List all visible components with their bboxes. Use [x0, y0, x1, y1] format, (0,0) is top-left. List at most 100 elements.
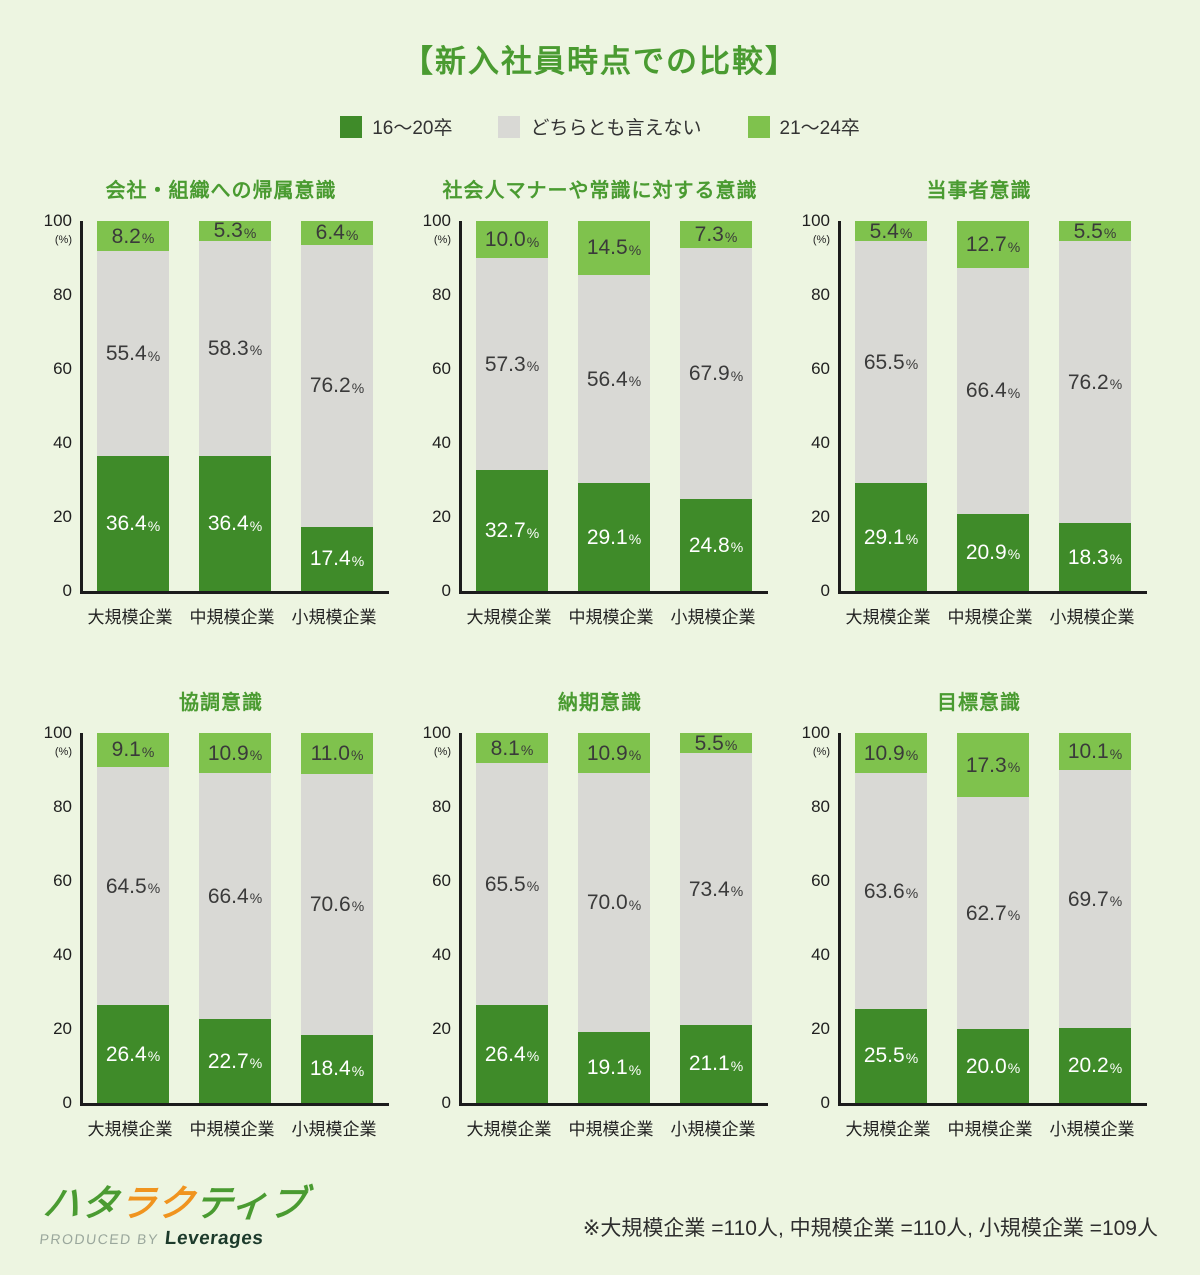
y-unit-label: (%): [54, 746, 72, 758]
bar-segment: 6.4%: [301, 221, 373, 245]
bar-segment: 10.9%: [199, 733, 271, 774]
segment-value-label: 26.4%: [105, 1042, 161, 1066]
bar-segment: 20.2%: [1059, 1028, 1131, 1103]
segment-value-label: 73.4%: [688, 877, 744, 901]
bar-segment: 36.4%: [97, 456, 169, 591]
y-tick-label: 20: [811, 507, 830, 526]
segment-value-label: 56.4%: [586, 367, 642, 391]
charts-grid: 会社・組織への帰属意識 0 20 40 60 80 100 (%) 36.4% 55.4% 8.…: [0, 174, 1200, 1140]
y-tick-label: 20: [53, 507, 72, 526]
y-tick-label: 40: [53, 433, 72, 452]
bar-segment: 29.1%: [855, 483, 927, 591]
y-tick-label: 20: [811, 1019, 830, 1038]
segment-value-label: 36.4%: [105, 512, 161, 536]
bar-segment: 20.9%: [957, 513, 1029, 591]
header: 【新入社員時点での比較】: [0, 0, 1200, 81]
segment-value-label: 66.4%: [965, 379, 1021, 403]
y-tick-label: 60: [53, 359, 72, 378]
segment-value-label: 6.4%: [315, 221, 359, 245]
plot-area: 26.4% 65.5% 8.1% 19.1% 70.0% 10.9% 21.1% 73.4% 5…: [459, 733, 768, 1106]
chart-title: 納期意識: [558, 692, 642, 714]
segment-value-label: 57.3%: [484, 352, 540, 376]
y-tick-label: 40: [432, 433, 451, 452]
y-tick-label: 80: [811, 797, 830, 816]
stacked-bar: 25.5% 63.6% 10.9%: [855, 733, 927, 1103]
plot-area: 29.1% 65.5% 5.4% 20.9% 66.4% 12.7% 18.3% 76.2% 5…: [838, 221, 1147, 594]
stacked-bar: 26.4% 65.5% 8.1%: [476, 733, 548, 1103]
segment-value-label: 17.3%: [965, 753, 1021, 777]
y-unit-label: (%): [433, 234, 451, 246]
segment-value-label: 64.5%: [105, 874, 161, 898]
y-tick-label: 20: [432, 1019, 451, 1038]
y-tick-label: 80: [432, 797, 451, 816]
segment-value-label: 9.1%: [111, 738, 155, 762]
segment-value-label: 10.9%: [863, 741, 919, 765]
y-axis: 0 20 40 60 80 100 (%): [419, 723, 453, 1112]
segment-value-label: 5.5%: [694, 731, 738, 755]
bar-segment: 36.4%: [199, 456, 271, 591]
segment-value-label: 32.7%: [484, 519, 540, 542]
bar-segment: 14.5%: [578, 221, 650, 275]
brand-character: ク: [155, 1183, 198, 1224]
y-tick-label: 0: [441, 581, 451, 600]
plot-area: 32.7% 57.3% 10.0% 29.1% 56.4% 14.5% 24.8% 67.9%…: [459, 221, 768, 594]
category-label: 小規模企業: [291, 1120, 377, 1139]
chart-title: 社会人マナーや常識に対する意識: [442, 180, 758, 202]
segment-value-label: 18.3%: [1067, 545, 1123, 569]
bar-segment: 65.5%: [476, 762, 548, 1006]
segment-value-label: 25.5%: [863, 1044, 919, 1068]
legend-label: 16〜20卒: [372, 118, 453, 139]
legend-item: 16〜20卒: [340, 113, 452, 140]
category-label: 中規模企業: [947, 608, 1033, 627]
bar-segment: 10.9%: [578, 733, 650, 774]
bar-segment: 62.7%: [957, 797, 1029, 1029]
segment-value-label: 55.4%: [105, 342, 161, 366]
y-unit-label: (%): [812, 746, 830, 758]
bar-segment: 29.1%: [578, 483, 650, 591]
y-tick-label: 100: [43, 211, 72, 230]
segment-value-label: 7.3%: [694, 223, 738, 247]
segment-value-label: 20.9%: [965, 540, 1021, 564]
y-tick-label: 80: [811, 285, 830, 304]
legend-item: 21〜24卒: [747, 113, 860, 140]
segment-value-label: 5.5%: [1073, 219, 1117, 243]
stacked-bar: 32.7% 57.3% 10.0%: [476, 221, 548, 591]
bar-segment: 63.6%: [855, 773, 927, 1009]
plot-wrap: 0 20 40 60 80 100 (%) 25.5% 63.6% 10.9% 20.0% 62.7…: [802, 723, 1160, 1112]
y-tick-label: 40: [811, 945, 830, 964]
segment-value-label: 65.5%: [863, 350, 919, 374]
bar-segment: 76.2%: [301, 244, 373, 527]
plot-wrap: 0 20 40 60 80 100 (%) 26.4% 64.5% 9.1% 22.7% 66.4%…: [44, 723, 402, 1112]
stacked-bar: 36.4% 58.3% 5.3%: [199, 220, 271, 591]
y-tick-label: 0: [820, 581, 830, 600]
segment-value-label: 19.1%: [586, 1056, 642, 1080]
bar-segment: 10.9%: [855, 733, 927, 774]
bar-segment: 73.4%: [680, 753, 752, 1025]
chart-title: 会社・組織への帰属意識: [105, 180, 337, 202]
company-name: Leverages: [163, 1227, 265, 1249]
chart-block: 納期意識 0 20 40 60 80 100 (%) 26.4% 65.5% 8.1% 19.1%…: [419, 686, 781, 1140]
category-label: 中規模企業: [947, 1120, 1033, 1139]
bar-segment: 58.3%: [199, 240, 271, 457]
brand-wordmark: ハタラクティブ: [41, 1183, 309, 1225]
bar-segment: 17.4%: [301, 526, 373, 591]
y-tick-label: 20: [53, 1019, 72, 1038]
y-tick-label: 0: [62, 1093, 72, 1112]
plot-wrap: 0 20 40 60 80 100 (%) 26.4% 65.5% 8.1% 19.1% 70.0%…: [423, 723, 781, 1112]
y-unit-label: (%): [812, 234, 830, 246]
bar-segment: 56.4%: [578, 274, 650, 484]
bar-segment: 5.4%: [855, 221, 927, 242]
category-label: 大規模企業: [466, 1120, 552, 1139]
segment-value-label: 65.5%: [484, 872, 540, 896]
stacked-bar: 22.7% 66.4% 10.9%: [199, 733, 271, 1103]
bar-segment: 5.5%: [1059, 219, 1131, 243]
bar-segment: 24.8%: [680, 499, 752, 591]
chart-block: 社会人マナーや常識に対する意識 0 20 40 60 80 100 (%) 32.7% 57.…: [419, 174, 781, 628]
bar-segment: 10.1%: [1059, 733, 1131, 771]
category-label: 小規模企業: [1049, 608, 1135, 627]
category-label: 小規模企業: [670, 608, 756, 627]
plot-wrap: 0 20 40 60 80 100 (%) 29.1% 65.5% 5.4% 20.9% 66.4%…: [802, 211, 1160, 600]
category-label: 中規模企業: [568, 1120, 654, 1139]
y-tick-label: 40: [811, 433, 830, 452]
category-labels: 大規模企業 中規模企業 小規模企業: [80, 594, 402, 628]
